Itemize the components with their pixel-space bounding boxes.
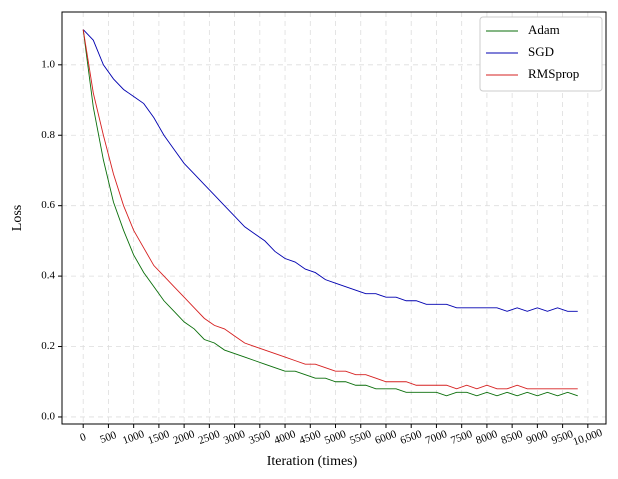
loss-line	[82, 29, 578, 312]
legend-label: Adam	[528, 22, 560, 37]
y-tick-label: 1.0	[41, 58, 55, 70]
x-tick-label: 500	[98, 429, 118, 446]
y-tick-label: 0.6	[41, 199, 55, 211]
loss-line	[82, 29, 578, 397]
x-tick-label: 3500	[247, 428, 272, 447]
legend-box	[479, 16, 603, 92]
y-tick-label: 0.4	[41, 270, 55, 282]
x-tick-label: 6000	[373, 428, 398, 447]
loss-line	[82, 29, 578, 390]
x-tick-label: 8000	[474, 428, 499, 447]
x-tick-label: 5000	[323, 428, 348, 447]
legend-label: SGD	[528, 44, 554, 59]
plot-frame	[61, 11, 607, 425]
x-tick-label: 1000	[121, 428, 146, 447]
x-tick-label: 2500	[197, 428, 222, 447]
x-tick-label: 4000	[273, 428, 298, 447]
x-tick-label: 10,000	[571, 427, 604, 449]
y-tick-label: 0.8	[41, 129, 55, 141]
x-tick-label: 8500	[500, 428, 525, 447]
x-axis-label: Iteration (times)	[267, 454, 358, 469]
x-tick-label: 7000	[424, 428, 449, 447]
y-axis-label: Loss	[10, 205, 25, 231]
x-tick-label: 6500	[399, 428, 424, 447]
x-tick-label: 7500	[449, 428, 474, 447]
y-tick-label: 0.0	[41, 410, 55, 422]
x-tick-label: 0	[78, 431, 88, 444]
x-tick-label: 3000	[222, 428, 247, 447]
x-tick-label: 9000	[525, 428, 550, 447]
x-tick-label: 2000	[172, 428, 197, 447]
x-tick-label: 4500	[298, 428, 323, 447]
legend: Adam SGD RMSprop	[479, 16, 603, 92]
y-tick-label: 0.2	[41, 340, 55, 352]
x-tick-label: 5500	[348, 428, 373, 447]
legend-label: RMSprop	[528, 66, 579, 81]
x-tick-label: 1500	[146, 428, 171, 447]
